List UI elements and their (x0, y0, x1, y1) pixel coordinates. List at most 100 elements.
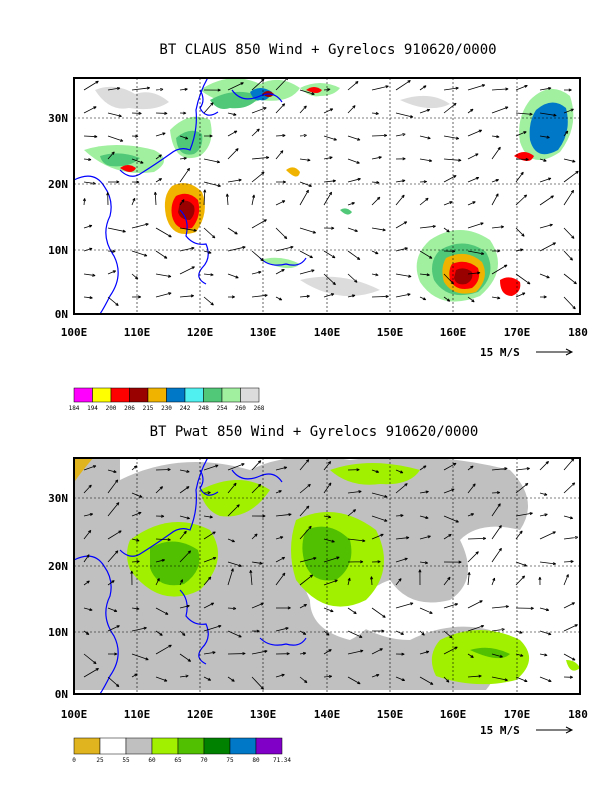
wind-arrow (491, 467, 508, 471)
wind-arrow (347, 202, 355, 206)
wind-arrow (131, 465, 138, 471)
wind-arrow (563, 536, 579, 540)
wind-arrow (299, 483, 311, 494)
wind-arrow (299, 505, 310, 517)
wind-arrow (371, 492, 388, 498)
wind-arrow (131, 158, 144, 164)
wind-arrow (227, 295, 235, 299)
wind-arrow (563, 296, 576, 310)
wind-arrow (515, 467, 530, 471)
wind-arrow (179, 246, 195, 252)
wind-arrow (83, 667, 99, 678)
wind-arrow (83, 157, 92, 161)
x-tick: 170E (504, 326, 531, 339)
wind-arrow (107, 151, 115, 160)
wind-arrow (563, 273, 577, 285)
wind-arrow (275, 673, 285, 678)
wind-arrow (323, 135, 337, 141)
wind-arrow (515, 676, 528, 683)
wind-arrow (395, 221, 408, 229)
wind-arrow (107, 580, 115, 586)
wind-arrow (155, 132, 166, 137)
wind-arrow (539, 158, 547, 162)
wind-arrow (225, 193, 229, 206)
x-tick: 100E (61, 708, 88, 721)
wind-arrow (371, 250, 379, 255)
x-tick: 140E (314, 326, 341, 339)
wind-arrow (539, 295, 547, 299)
wind-arrow (347, 468, 360, 472)
wind-arrow (347, 158, 360, 164)
wind-arrow (179, 579, 183, 586)
wind-arrow (395, 273, 412, 278)
wind-arrow (515, 606, 534, 610)
panel-1-vector-ref: 15 M/S (480, 346, 574, 359)
wind-arrow (107, 112, 122, 118)
wind-arrow (275, 269, 285, 275)
wind-arrow (395, 157, 406, 161)
wind-arrow (539, 135, 550, 139)
wind-arrow (323, 674, 333, 679)
wind-arrow (155, 538, 171, 542)
colorbar-label: 206 (124, 405, 135, 412)
wind-arrow (491, 193, 499, 206)
wind-arrow (395, 630, 404, 635)
wind-arrow (419, 650, 430, 655)
x-tick: 140E (314, 708, 341, 721)
wind-arrow (347, 227, 358, 232)
wind-arrow (563, 227, 575, 239)
wind-arrow (563, 88, 572, 92)
wind-arrow (443, 86, 459, 91)
wind-arrow (203, 181, 221, 188)
wind-arrow (299, 630, 307, 635)
wind-arrow (155, 644, 172, 655)
wind-arrow (347, 509, 357, 517)
wind-arrow (275, 180, 286, 184)
grid-lines (74, 458, 580, 694)
wind-arrow (203, 624, 222, 632)
wind-arrow (323, 156, 333, 160)
wind-arrow (299, 181, 312, 187)
colorbar-label: 55 (122, 757, 130, 764)
x-tick: 130E (250, 326, 277, 339)
colorbar-label: 184 (69, 405, 80, 412)
wind-arrow (227, 148, 239, 160)
wind-arrow (539, 460, 549, 471)
colorbar-label: 260 (235, 405, 246, 412)
wind-arrow (251, 649, 268, 655)
x-tick: 180 (568, 326, 588, 339)
wind-arrow (83, 554, 90, 563)
colorbar-label: 25 (96, 757, 104, 764)
wind-arrow (155, 630, 163, 636)
wind-arrow (563, 482, 576, 494)
wind-arrow (419, 85, 427, 91)
wind-arrow (83, 607, 93, 612)
wind-arrow (443, 201, 453, 206)
wind-arrow (563, 653, 576, 661)
colorbar-swatch (125, 737, 153, 755)
wind-arrow (563, 189, 575, 206)
wind-vectors (82, 78, 579, 310)
wind-arrow (491, 146, 501, 160)
wind-arrow (275, 556, 286, 563)
wind-arrow (203, 296, 214, 306)
wind-arrow (395, 602, 414, 609)
wind-arrow (371, 515, 388, 522)
wind-arrow (106, 192, 110, 206)
wind-arrow (395, 557, 408, 563)
wind-arrow (107, 502, 120, 517)
wind-arrow (299, 158, 311, 162)
wind-arrow (299, 134, 307, 138)
wind-arrow (251, 107, 267, 114)
wind-arrow (227, 538, 236, 543)
x-tick: 100E (61, 326, 88, 339)
wind-arrow (323, 649, 332, 655)
wind-arrow (155, 676, 168, 682)
colorbar-swatch (255, 737, 283, 755)
wind-arrow (227, 82, 244, 91)
wind-arrow (82, 198, 86, 206)
wind-arrow (179, 630, 186, 636)
wind-arrow (153, 191, 157, 206)
wind-arrow (491, 547, 502, 563)
wind-arrow (443, 158, 462, 162)
